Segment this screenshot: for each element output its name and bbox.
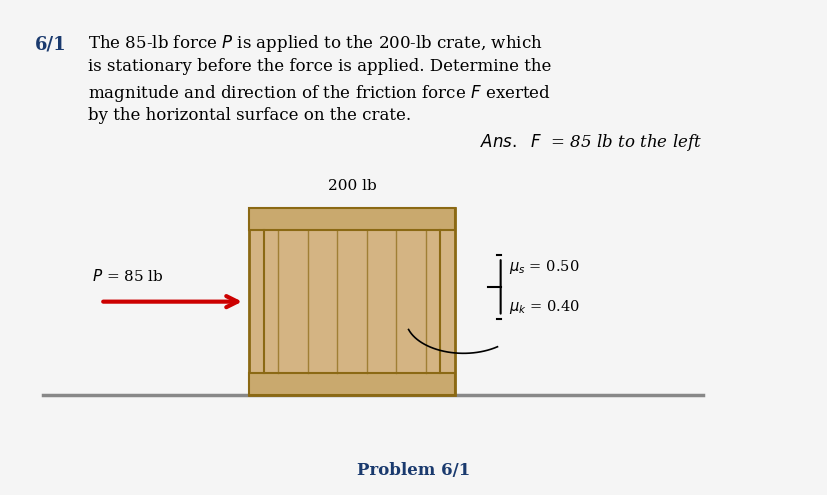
Text: $\mu_k$ = 0.40: $\mu_k$ = 0.40 (509, 297, 579, 316)
Text: is stationary before the force is applied. Determine the: is stationary before the force is applie… (88, 58, 551, 75)
Text: magnitude and direction of the friction force $F$ exerted: magnitude and direction of the friction … (88, 83, 550, 103)
Bar (249, 373, 455, 395)
Text: Problem 6/1: Problem 6/1 (357, 462, 470, 479)
Bar (249, 208, 455, 230)
Text: $\mu_s$ = 0.50: $\mu_s$ = 0.50 (509, 258, 579, 276)
Text: $P$ = 85 lb: $P$ = 85 lb (92, 268, 164, 285)
Text: The 85-lb force $P$ is applied to the 200-lb crate, which: The 85-lb force $P$ is applied to the 20… (88, 33, 542, 54)
Text: $Ans.$  $F$  = 85 lb to the left: $Ans.$ $F$ = 85 lb to the left (480, 132, 701, 153)
Text: 200 lb: 200 lb (327, 179, 376, 194)
Text: by the horizontal surface on the crate.: by the horizontal surface on the crate. (88, 107, 411, 124)
Bar (249, 208, 455, 395)
Text: 6/1: 6/1 (35, 36, 66, 54)
